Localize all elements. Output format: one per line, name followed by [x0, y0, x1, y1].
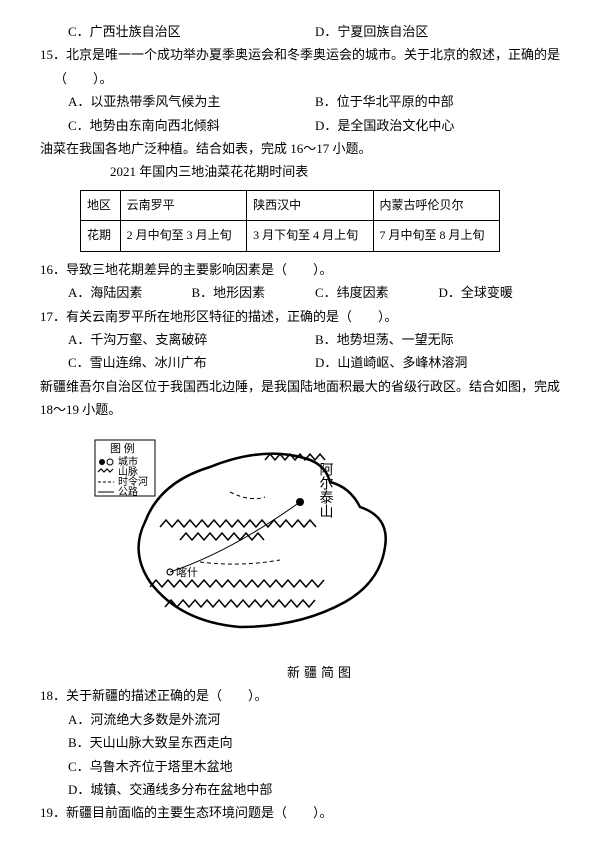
- q15-options-cd: C．地势由东南向西北倾斜 D．是全国政治文化中心: [68, 114, 562, 137]
- row-period-label: 花期: [81, 221, 121, 252]
- q16-opt-c: C．纬度因素: [315, 281, 439, 304]
- legend-title: 图 例: [110, 441, 135, 455]
- label-kashi: 喀什: [176, 566, 198, 579]
- q14-opt-d: D．宁夏回族自治区: [315, 20, 562, 43]
- flower-period-table: 地区 云南罗平 陕西汉中 内蒙古呼伦贝尔 花期 2 月中旬至 3 月上旬 3 月…: [80, 190, 500, 252]
- q17-opt-a: A．千沟万壑、支离破碎: [68, 328, 315, 351]
- q17-options-cd: C．雪山连绵、冰川广布 D．山道崎岖、多峰林溶洞: [68, 351, 562, 374]
- intro-16-17: 油菜在我国各地广泛种植。结合如表，完成 16～17 小题。: [40, 137, 562, 160]
- row-period-v2: 3 月下旬至 4 月上旬: [247, 221, 373, 252]
- row-period-v1: 2 月中旬至 3 月上旬: [120, 221, 246, 252]
- q17-options-ab: A．千沟万壑、支离破碎 B．地势坦荡、一望无际: [68, 328, 562, 351]
- label-altai: 阿尔泰山: [318, 462, 334, 518]
- q17-opt-c: C．雪山连绵、冰川广布: [68, 351, 315, 374]
- q17-stem: 17．有关云南罗平所在地形区特征的描述，正确的是（ ）。: [54, 305, 562, 328]
- q17-opt-b: B．地势坦荡、一望无际: [315, 328, 562, 351]
- q14-options-cd: C．广西壮族自治区 D．宁夏回族自治区: [68, 20, 562, 43]
- q16-stem: 16．导致三地花期差异的主要影响因素是（ ）。: [54, 258, 562, 281]
- table-title: 2021 年国内三地油菜花花期时间表: [110, 160, 562, 183]
- xinjiang-map: 图 例 城市 山脉 时令河 公路 阿尔泰山 喀什: [90, 432, 562, 659]
- q15-options-ab: A．以亚热带季风气候为主 B．位于华北平原的中部: [68, 90, 562, 113]
- map-caption: 新疆简图: [80, 661, 562, 684]
- legend-road: 公路: [118, 485, 138, 498]
- q19-stem: 19．新疆目前面临的主要生态环境问题是（ ）。: [54, 801, 562, 824]
- q18-opt-d: D．城镇、交通线多分布在盆地中部: [68, 778, 562, 801]
- q16-options: A．海陆因素 B．地形因素 C．纬度因素 D．全球变暖: [68, 281, 562, 304]
- q15-opt-a: A．以亚热带季风气候为主: [68, 90, 315, 113]
- q18-opt-c: C．乌鲁木齐位于塔里木盆地: [68, 755, 562, 778]
- q16-opt-d: D．全球变暖: [439, 281, 563, 304]
- th-col3: 内蒙古呼伦贝尔: [373, 190, 499, 221]
- q16-opt-b: B．地形因素: [192, 281, 316, 304]
- th-col2: 陕西汉中: [247, 190, 373, 221]
- q16-opt-a: A．海陆因素: [68, 281, 192, 304]
- intro-18-19: 新疆维吾尔自治区位于我国西北边陲，是我国陆地面积最大的省级行政区。结合如图，完成…: [40, 375, 562, 422]
- q18-stem: 18．关于新疆的描述正确的是（ ）。: [54, 684, 562, 707]
- q15-opt-c: C．地势由东南向西北倾斜: [68, 114, 315, 137]
- q17-opt-d: D．山道崎岖、多峰林溶洞: [315, 351, 562, 374]
- map-svg: 图 例 城市 山脉 时令河 公路 阿尔泰山 喀什: [90, 432, 410, 652]
- th-region: 地区: [81, 190, 121, 221]
- q15-opt-b: B．位于华北平原的中部: [315, 90, 562, 113]
- q18-opt-a: A．河流绝大多数是外流河: [68, 708, 562, 731]
- q18-opt-b: B．天山山脉大致呈东西走向: [68, 731, 562, 754]
- row-period-v3: 7 月中旬至 8 月上旬: [373, 221, 499, 252]
- th-col1: 云南罗平: [120, 190, 246, 221]
- q15-opt-d: D．是全国政治文化中心: [315, 114, 562, 137]
- q15-stem: 15．北京是唯一一个成功举办夏季奥运会和冬季奥运会的城市。关于北京的叙述，正确的…: [54, 43, 562, 90]
- q14-opt-c: C．广西壮族自治区: [68, 20, 315, 43]
